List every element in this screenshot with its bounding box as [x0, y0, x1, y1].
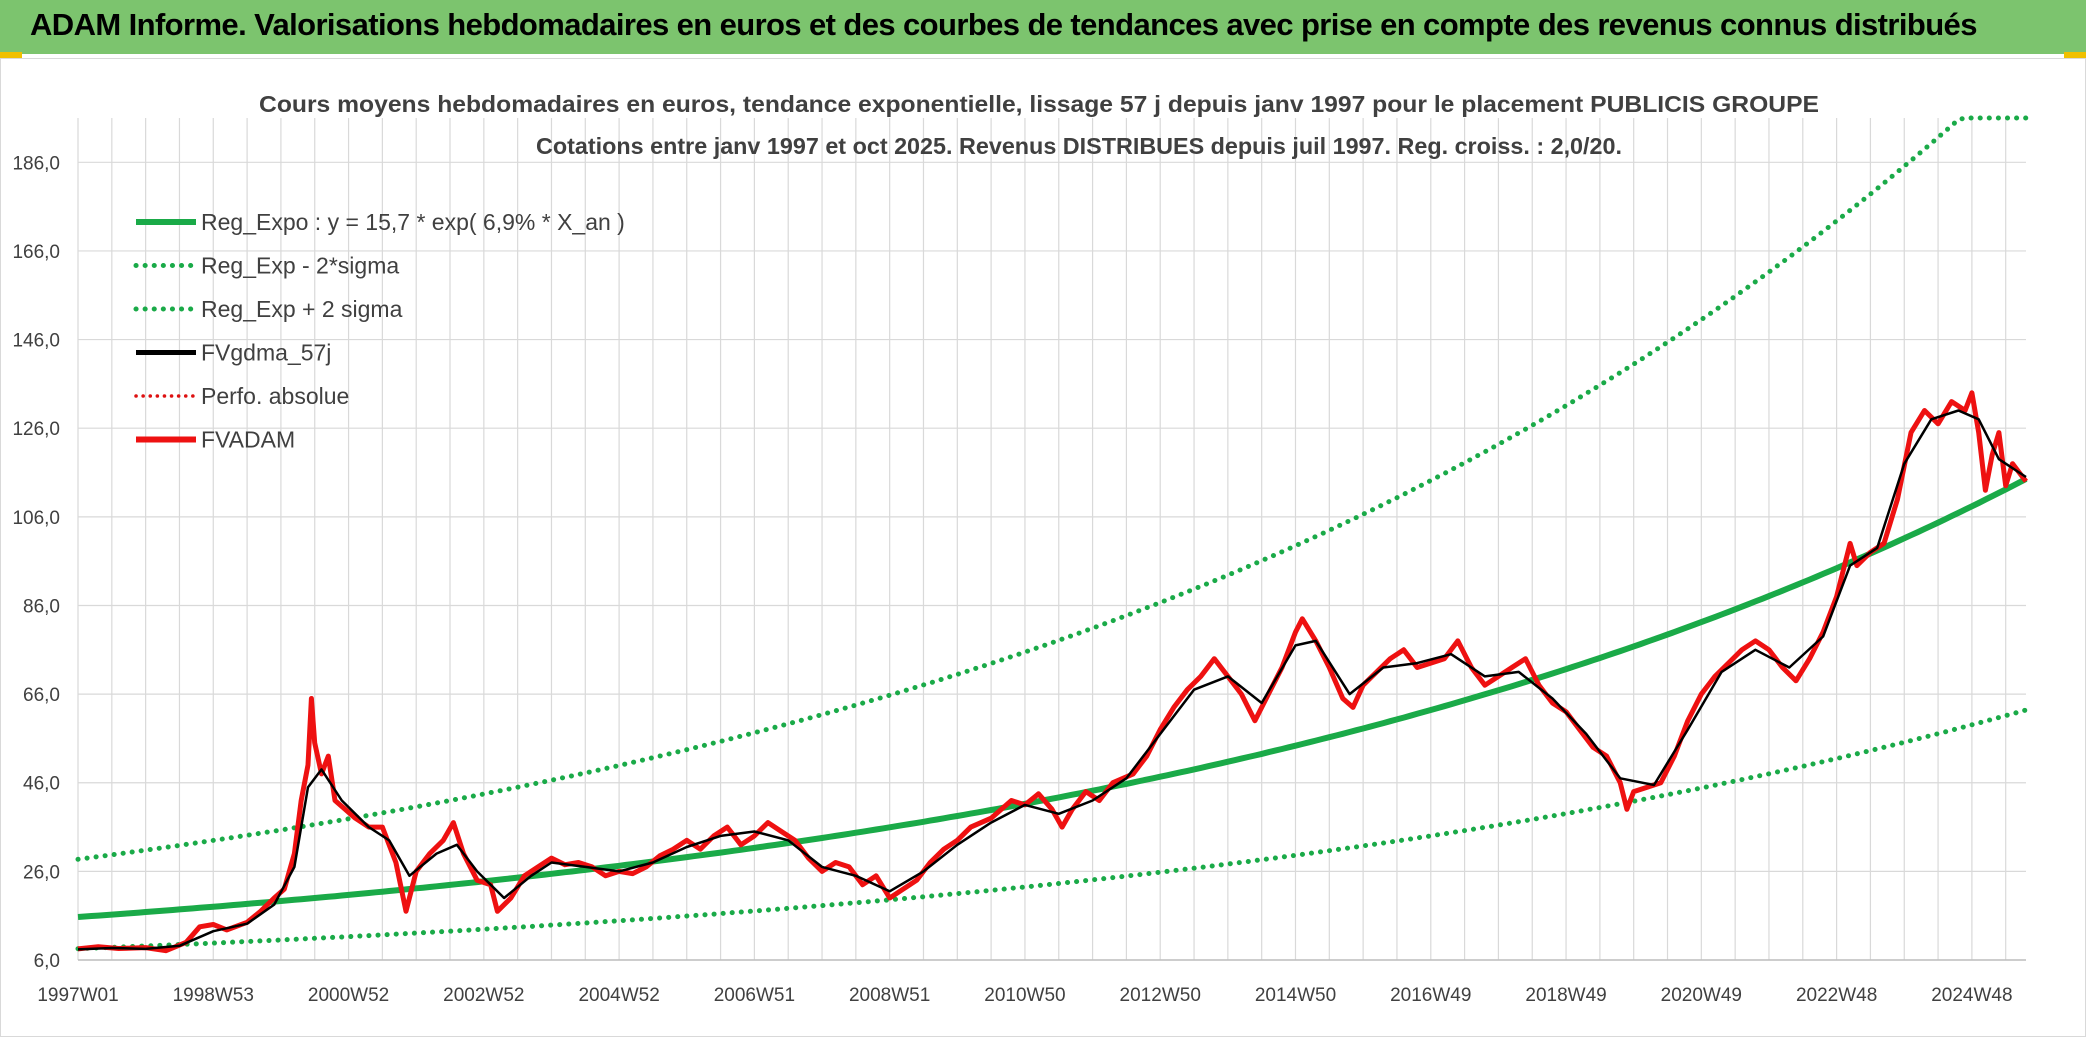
y-tick-label: 146,0	[12, 331, 60, 352]
x-tick-label: 1997W01	[37, 985, 118, 1006]
y-tick-label: 106,0	[12, 508, 60, 529]
y-tick-label: 6,0	[34, 951, 60, 972]
x-tick-label: 2016W49	[1390, 985, 1471, 1006]
banner-accent-left	[0, 52, 22, 58]
fvgdma-line	[77, 409, 2027, 951]
trend-line	[77, 476, 2028, 920]
x-tick-label: 2008W51	[849, 985, 930, 1006]
band-upper-line	[75, 115, 2029, 862]
fvadam-line	[77, 390, 2028, 954]
y-tick-label: 126,0	[12, 419, 60, 440]
legend-label: Reg_Exp - 2*sigma	[201, 253, 399, 279]
y-tick-label: 86,0	[23, 596, 60, 617]
legend-label: Reg_Expo : y = 15,7 * exp( 6,9% * X_an )	[201, 209, 625, 235]
grid-major	[78, 161, 2026, 961]
banner-title: ADAM Informe. Valorisations hebdomadaire…	[30, 7, 1977, 42]
x-tick-label: 2020W49	[1661, 985, 1742, 1006]
y-tick-label: 46,0	[23, 774, 60, 795]
y-tick-label: 166,0	[12, 242, 60, 263]
legend-label: Reg_Exp + 2 sigma	[201, 296, 403, 322]
chart-title: Cours moyens hebdomadaires en euros, ten…	[259, 91, 1819, 117]
y-tick-label: 186,0	[12, 153, 60, 174]
series-layer	[75, 115, 2029, 954]
x-tick-label: 2014W50	[1255, 985, 1336, 1006]
x-tick-label: 2010W50	[984, 985, 1065, 1006]
axes: 6,0 26,0 46,0 66,0 86,0 106,0 126,0 146,0 166,0 1…	[12, 153, 2026, 1006]
x-tick-label: 2004W52	[578, 985, 659, 1006]
legend-label: FVgdma_57j	[201, 340, 331, 366]
chart-subtitle: Cotations entre janv 1997 et oct 2025. R…	[536, 133, 1622, 159]
legend: Reg_Expo : y = 15,7 * exp( 6,9% * X_an )…	[133, 209, 625, 453]
x-tick-label: 2024W48	[1931, 985, 2012, 1006]
y-tick-label: 26,0	[23, 862, 60, 883]
x-tick-label: 2022W48	[1796, 985, 1877, 1006]
x-tick-label: 2006W51	[714, 985, 795, 1006]
x-tick-label: 1998W53	[173, 985, 254, 1006]
legend-label: FVADAM	[201, 427, 295, 453]
y-tick-label: 66,0	[23, 685, 60, 706]
banner-accent-right	[2064, 52, 2086, 58]
x-tick-label: 2000W52	[308, 985, 389, 1006]
x-tick-label: 2002W52	[443, 985, 524, 1006]
grid-minor	[77, 118, 2007, 960]
x-tick-label: 2018W49	[1525, 985, 1606, 1006]
legend-label: Perfo. absolue	[201, 383, 349, 409]
x-tick-label: 2012W50	[1120, 985, 1201, 1006]
title-banner: ADAM Informe. Valorisations hebdomadaire…	[0, 0, 2086, 58]
